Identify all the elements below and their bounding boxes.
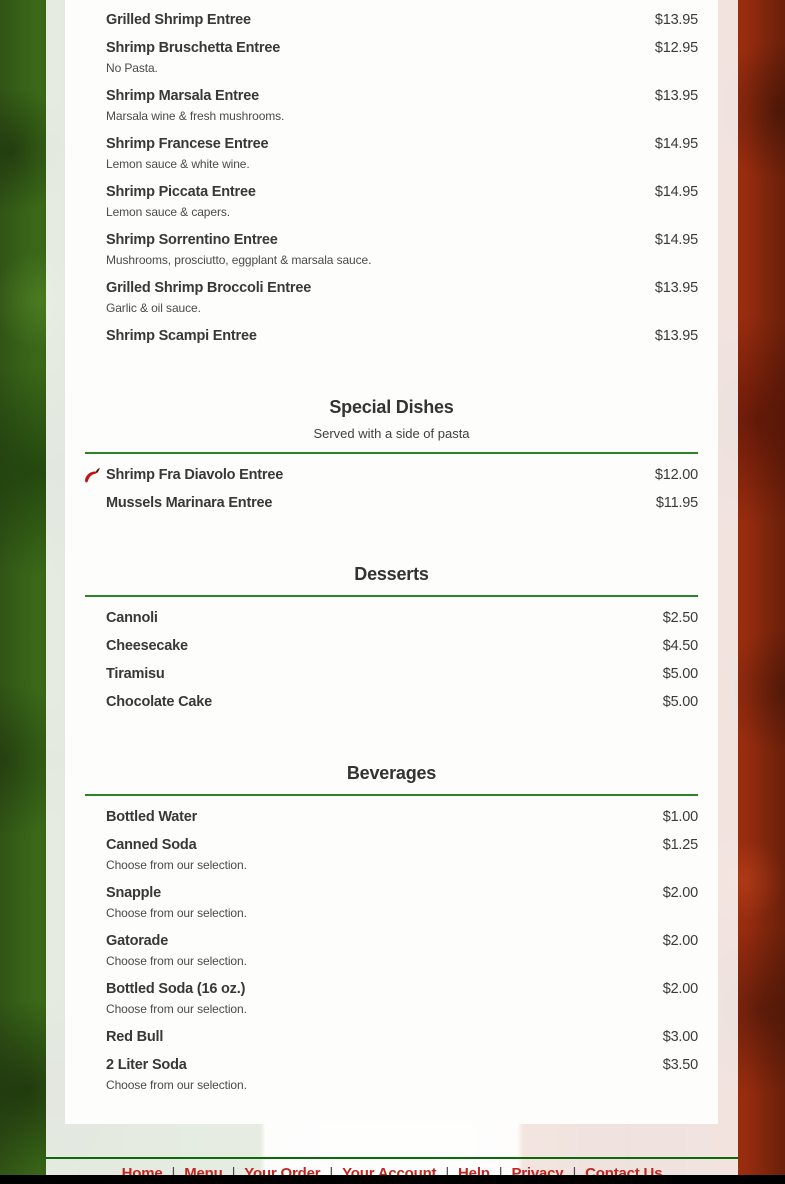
item-price: $2.50 <box>662 610 698 626</box>
section-divider <box>85 595 698 597</box>
item-name: Grilled Shrimp Entree <box>106 12 251 28</box>
item-description: No Pasta. <box>106 61 158 75</box>
item-name: Shrimp Francese Entree <box>106 136 269 152</box>
menu-item-row[interactable]: Gatorade $2.00 <box>85 927 698 955</box>
item-price: $2.00 <box>662 933 698 949</box>
item-price: $1.25 <box>662 837 698 853</box>
item-price: $14.95 <box>654 136 698 152</box>
item-name: Shrimp Piccata Entree <box>106 184 256 200</box>
menu-item-row[interactable]: Shrimp Sorrentino Entree $14.95 <box>85 226 698 254</box>
content-wrapper: Grilled Shrimp Entree $13.95 Shrimp Brusch… <box>46 0 738 1184</box>
item-price: $14.95 <box>654 232 698 248</box>
item-description: Choose from our selection. <box>106 1002 247 1016</box>
section-title: Beverages <box>346 763 437 783</box>
section-header: Special Dishes Served with a side of past… <box>85 396 698 442</box>
item-description: Choose from our selection. <box>106 954 247 968</box>
item-name: Shrimp Fra Diavolo Entree <box>106 467 284 483</box>
section-title: Special Dishes <box>329 397 454 417</box>
item-description: Mushrooms, prosciutto, eggplant & marsal… <box>106 253 372 267</box>
item-price: $12.95 <box>654 40 698 56</box>
item-price: $12.00 <box>654 467 698 483</box>
menu-item-row[interactable]: Red Bull $3.00 <box>85 1023 698 1051</box>
item-name: Shrimp Bruschetta Entree <box>106 40 281 56</box>
menu-item-row[interactable]: 2 Liter Soda $3.50 <box>85 1051 698 1079</box>
item-price: $2.00 <box>662 885 698 901</box>
section-title: Desserts <box>354 564 429 584</box>
section-header: Desserts <box>85 563 698 585</box>
menu-item-row[interactable]: Shrimp Fra Diavolo Entree $12.00 <box>85 461 698 489</box>
item-description: Lemon sauce & capers. <box>106 205 230 219</box>
item-name: Shrimp Marsala Entree <box>106 88 259 104</box>
chili-pepper-icon <box>85 467 100 483</box>
menu-section: Grilled Shrimp Entree $13.95 Shrimp Brusch… <box>85 6 698 350</box>
item-price: $1.00 <box>662 809 698 825</box>
item-price: $3.00 <box>662 1029 698 1045</box>
footer-separator: | <box>329 1165 334 1182</box>
menu-item-row[interactable]: Shrimp Piccata Entree $14.95 <box>85 178 698 206</box>
menu-section: Special Dishes Served with a side of past… <box>85 396 698 517</box>
item-name: Gatorade <box>106 933 169 949</box>
item-name: Cheesecake <box>106 638 188 654</box>
item-name: Bottled Water <box>106 809 198 825</box>
menu-item-row[interactable]: Canned Soda $1.25 <box>85 831 698 859</box>
item-description: Lemon sauce & white wine. <box>106 157 250 171</box>
menu-item-row[interactable]: Shrimp Scampi Entree $13.95 <box>85 322 698 350</box>
item-price: $3.50 <box>662 1057 698 1073</box>
item-name: Canned Soda <box>106 837 197 853</box>
menu-item-row[interactable]: Bottled Water $1.00 <box>85 803 698 831</box>
item-name: Shrimp Scampi Entree <box>106 328 257 344</box>
item-price: $5.00 <box>662 666 698 682</box>
item-name: Red Bull <box>106 1029 164 1045</box>
item-name: Shrimp Sorrentino Entree <box>106 232 278 248</box>
item-description: Garlic & oil sauce. <box>106 301 201 315</box>
item-name: 2 Liter Soda <box>106 1057 187 1073</box>
item-price: $2.00 <box>662 981 698 997</box>
item-description: Marsala wine & fresh mushrooms. <box>106 109 285 123</box>
footer-separator: | <box>171 1165 176 1182</box>
section-subtitle: Served with a side of pasta <box>313 426 470 441</box>
menu-item-row[interactable]: Snapple $2.00 <box>85 879 698 907</box>
menu-section: Beverages Bottled Water $1.00 Canned Soda $1… <box>85 762 698 1099</box>
menu-item-row[interactable]: Grilled Shrimp Broccoli Entree $13.95 <box>85 274 698 302</box>
item-name: Grilled Shrimp Broccoli Entree <box>106 280 312 296</box>
item-description: Choose from our selection. <box>106 858 247 872</box>
item-price: $14.95 <box>654 184 698 200</box>
footer-separator: | <box>445 1165 450 1182</box>
item-description: Choose from our selection. <box>106 906 247 920</box>
menu-sections: Grilled Shrimp Entree $13.95 Shrimp Brusch… <box>85 6 698 1099</box>
black-bottom-bar <box>0 1175 785 1184</box>
section-divider <box>85 452 698 454</box>
item-price: $13.95 <box>654 328 698 344</box>
item-name: Chocolate Cake <box>106 694 212 710</box>
menu-item-row[interactable]: Shrimp Francese Entree $14.95 <box>85 130 698 158</box>
menu-item-row[interactable]: Cannoli $2.50 <box>85 604 698 632</box>
menu-item-row[interactable]: Shrimp Bruschetta Entree $12.95 <box>85 34 698 62</box>
footer-separator: | <box>498 1165 503 1182</box>
item-price: $4.50 <box>662 638 698 654</box>
menu-item-row[interactable]: Cheesecake $4.50 <box>85 632 698 660</box>
section-divider <box>85 794 698 796</box>
footer-separator: | <box>572 1165 577 1182</box>
item-description: Choose from our selection. <box>106 1078 247 1092</box>
item-price: $13.95 <box>654 280 698 296</box>
item-price: $13.95 <box>654 12 698 28</box>
item-name: Tiramisu <box>106 666 165 682</box>
menu-section: Desserts Cannoli $2.50 Cheesecake $4.50 Tiram… <box>85 563 698 716</box>
item-price: $11.95 <box>655 495 698 511</box>
item-price: $5.00 <box>662 694 698 710</box>
footer-separator: | <box>231 1165 236 1182</box>
menu-item-row[interactable]: Shrimp Marsala Entree $13.95 <box>85 82 698 110</box>
section-header: Beverages <box>85 762 698 784</box>
menu-item-row[interactable]: Grilled Shrimp Entree $13.95 <box>85 6 698 34</box>
item-name: Snapple <box>106 885 161 901</box>
menu-panel: Grilled Shrimp Entree $13.95 Shrimp Brusch… <box>65 0 718 1124</box>
item-name: Mussels Marinara Entree <box>106 495 273 511</box>
item-name: Cannoli <box>106 610 158 626</box>
menu-item-row[interactable]: Chocolate Cake $5.00 <box>85 688 698 716</box>
menu-item-row[interactable]: Bottled Soda (16 oz.) $2.00 <box>85 975 698 1003</box>
item-price: $13.95 <box>654 88 698 104</box>
item-name: Bottled Soda (16 oz.) <box>106 981 246 997</box>
menu-item-row[interactable]: Mussels Marinara Entree $11.95 <box>85 489 698 517</box>
menu-item-row[interactable]: Tiramisu $5.00 <box>85 660 698 688</box>
